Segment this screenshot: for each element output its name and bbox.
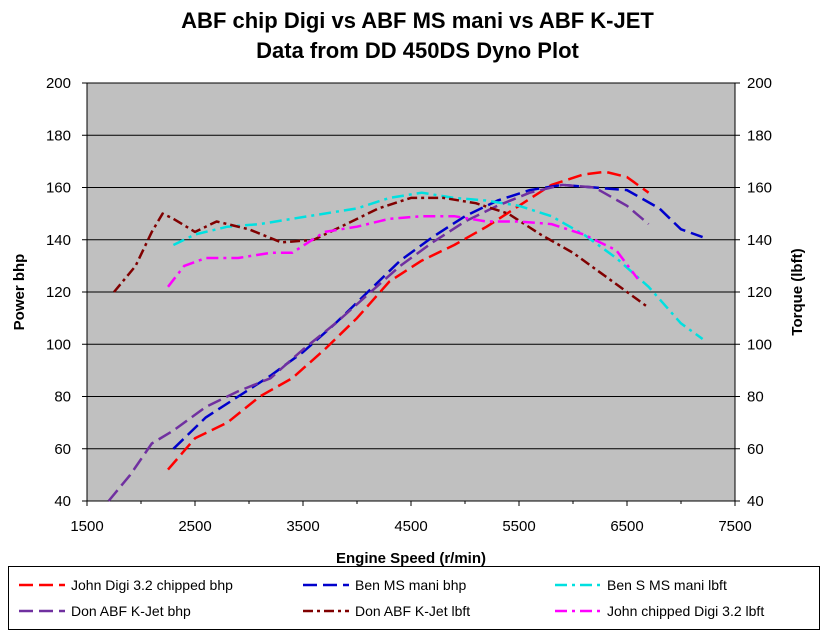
x-tick-label: 7500 (718, 518, 751, 535)
y-tick-label: 60 (54, 441, 71, 458)
x-tick-label: 4500 (394, 518, 427, 535)
series-line-4 (107, 183, 650, 502)
legend-label: John chipped Digi 3.2 lbft (607, 603, 765, 619)
series-line-3 (172, 191, 704, 341)
legend-swatch (303, 609, 349, 613)
series-layer (107, 170, 704, 502)
x-axis-ticks: 1500 2500 3500 4500 5500 6500 7500 (70, 501, 752, 535)
legend-item: Don ABF K-Jet lbft (301, 601, 470, 621)
chart-title: ABF chip Digi vs ABF MS mani vs ABF K-JE… (181, 8, 654, 33)
y2-axis-title: Torque (lbft) (789, 248, 806, 335)
series-line-1 (167, 170, 650, 471)
legend-item: John chipped Digi 3.2 lbft (553, 601, 764, 621)
y-tick-label: 100 (46, 336, 71, 353)
legend-item: Don ABF K-Jet bhp (17, 601, 191, 621)
legend-swatch (19, 609, 65, 613)
legend: John Digi 3.2 chipped bhp Ben MS mani bhp… (8, 566, 820, 630)
y2-tick-label: 180 (747, 127, 772, 144)
legend-swatch (303, 583, 349, 587)
y2-tick-label: 140 (747, 232, 772, 249)
x-tick-label: 2500 (178, 518, 211, 535)
y2-tick-label: 100 (747, 336, 772, 353)
legend-item: Ben MS mani bhp (301, 575, 466, 595)
y2-tick-label: 160 (747, 180, 772, 197)
y2-tick-label: 40 (747, 493, 764, 510)
x-tick-label: 6500 (610, 518, 643, 535)
y2-tick-label: 200 (747, 75, 772, 92)
y-tick-label: 160 (46, 180, 71, 197)
legend-label: Don ABF K-Jet bhp (71, 603, 191, 619)
y-tick-label: 140 (46, 232, 71, 249)
legend-item: John Digi 3.2 chipped bhp (17, 575, 233, 595)
y2-tick-label: 120 (747, 284, 772, 301)
legend-label: John Digi 3.2 chipped bhp (71, 577, 233, 593)
y-tick-label: 40 (54, 493, 71, 510)
x-axis-title: Engine Speed (r/min) (336, 550, 486, 567)
y2-tick-label: 80 (747, 389, 764, 406)
legend-swatch (555, 583, 601, 587)
y-axis-title: Power bhp (11, 254, 28, 331)
legend-swatch (19, 583, 65, 587)
series-line-2 (172, 183, 704, 450)
y2-tick-label: 60 (747, 441, 764, 458)
x-tick-label: 3500 (286, 518, 319, 535)
y-tick-label: 200 (46, 75, 71, 92)
x-tick-label: 1500 (70, 518, 103, 535)
legend-label: Ben S MS mani lbft (607, 577, 727, 593)
legend-label: Don ABF K-Jet lbft (355, 603, 471, 619)
legend-item: Ben S MS mani lbft (553, 575, 727, 595)
x-tick-label: 5500 (502, 518, 535, 535)
y-tick-label: 120 (46, 284, 71, 301)
legend-swatch (555, 609, 601, 613)
chart-subtitle: Data from DD 450DS Dyno Plot (256, 38, 579, 63)
y-tick-label: 80 (54, 389, 71, 406)
y-tick-label: 180 (46, 127, 71, 144)
legend-label: Ben MS mani bhp (355, 577, 467, 593)
y2-axis-ticks: 40 60 80 100 120 140 160 180 200 (735, 75, 772, 510)
y-axis-ticks: 40 60 80 100 120 140 160 180 200 (46, 75, 87, 510)
